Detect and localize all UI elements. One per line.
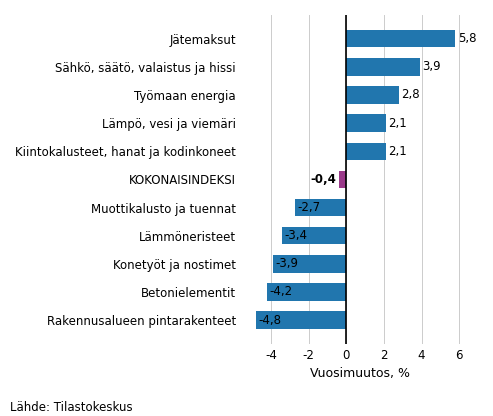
Bar — [282, 227, 346, 245]
Text: -4,2: -4,2 — [270, 285, 293, 298]
Bar — [267, 283, 346, 301]
Bar — [346, 86, 399, 104]
X-axis label: Vuosimuutos, %: Vuosimuutos, % — [311, 367, 410, 380]
Text: -4,8: -4,8 — [258, 314, 281, 327]
Text: 5,8: 5,8 — [458, 32, 476, 45]
Bar — [273, 255, 346, 272]
Bar — [339, 171, 346, 188]
Bar — [346, 30, 456, 47]
Text: -3,4: -3,4 — [284, 229, 308, 242]
Bar — [346, 58, 420, 76]
Text: 2,1: 2,1 — [388, 116, 407, 130]
Text: -2,7: -2,7 — [298, 201, 321, 214]
Text: 2,1: 2,1 — [388, 145, 407, 158]
Text: 2,8: 2,8 — [401, 89, 420, 102]
Bar — [346, 143, 386, 160]
Text: Lähde: Tilastokeskus: Lähde: Tilastokeskus — [10, 401, 133, 414]
Bar — [256, 312, 346, 329]
Text: -3,9: -3,9 — [275, 258, 298, 270]
Bar — [346, 114, 386, 132]
Bar — [295, 199, 346, 216]
Text: 3,9: 3,9 — [422, 60, 441, 73]
Text: -0,4: -0,4 — [311, 173, 337, 186]
